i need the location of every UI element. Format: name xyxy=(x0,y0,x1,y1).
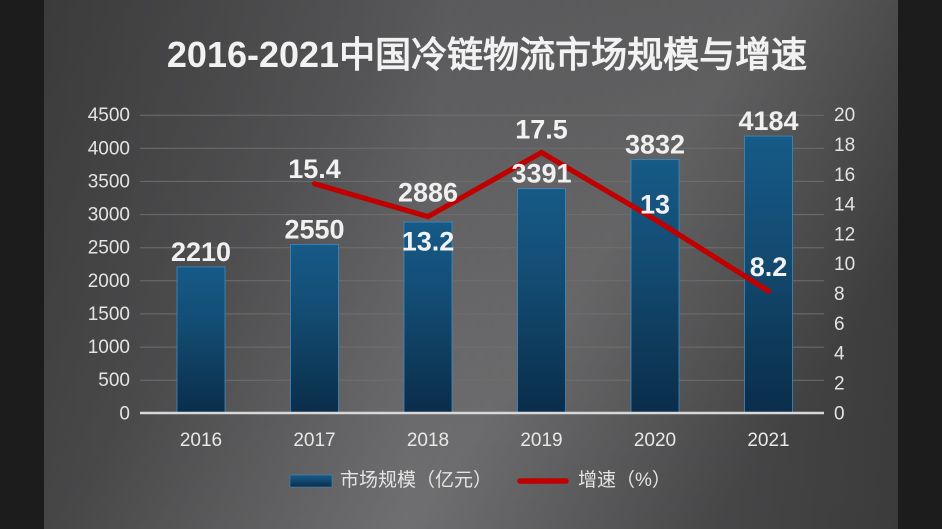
svg-text:2017: 2017 xyxy=(293,430,335,451)
svg-text:0: 0 xyxy=(834,403,845,424)
svg-text:2210: 2210 xyxy=(171,237,231,267)
svg-text:17.5: 17.5 xyxy=(515,115,568,145)
svg-text:2016: 2016 xyxy=(180,430,222,451)
svg-text:8: 8 xyxy=(834,284,845,305)
svg-text:1500: 1500 xyxy=(88,304,130,325)
svg-text:15.4: 15.4 xyxy=(288,154,341,184)
svg-text:2021: 2021 xyxy=(747,430,789,451)
svg-text:4500: 4500 xyxy=(88,105,130,126)
svg-text:8.2: 8.2 xyxy=(750,252,788,282)
svg-text:6: 6 xyxy=(834,314,845,335)
svg-text:13: 13 xyxy=(640,190,670,220)
svg-text:3832: 3832 xyxy=(625,130,685,160)
svg-text:12: 12 xyxy=(834,224,855,245)
svg-text:13.2: 13.2 xyxy=(402,227,455,257)
svg-text:增速（%）: 增速（%） xyxy=(578,469,671,491)
svg-text:市场规模（亿元）: 市场规模（亿元） xyxy=(340,469,492,491)
svg-text:2500: 2500 xyxy=(88,238,130,259)
svg-text:3500: 3500 xyxy=(88,171,130,192)
svg-text:3391: 3391 xyxy=(511,159,571,189)
svg-text:14: 14 xyxy=(834,195,856,216)
svg-text:3000: 3000 xyxy=(88,205,130,226)
svg-text:2886: 2886 xyxy=(398,178,458,208)
svg-text:4000: 4000 xyxy=(88,138,130,159)
svg-text:1000: 1000 xyxy=(88,337,130,358)
svg-text:4184: 4184 xyxy=(738,106,798,136)
svg-text:20: 20 xyxy=(834,105,855,126)
svg-text:4: 4 xyxy=(834,344,845,365)
svg-text:16: 16 xyxy=(834,165,855,186)
svg-text:2000: 2000 xyxy=(88,271,130,292)
svg-text:500: 500 xyxy=(98,370,130,391)
svg-text:0: 0 xyxy=(119,403,130,424)
svg-text:18: 18 xyxy=(834,135,855,156)
svg-text:2018: 2018 xyxy=(407,430,449,451)
svg-text:10: 10 xyxy=(834,254,855,275)
svg-text:2020: 2020 xyxy=(634,430,676,451)
svg-text:2: 2 xyxy=(834,374,845,395)
svg-text:2550: 2550 xyxy=(284,214,344,244)
svg-text:2019: 2019 xyxy=(520,430,562,451)
